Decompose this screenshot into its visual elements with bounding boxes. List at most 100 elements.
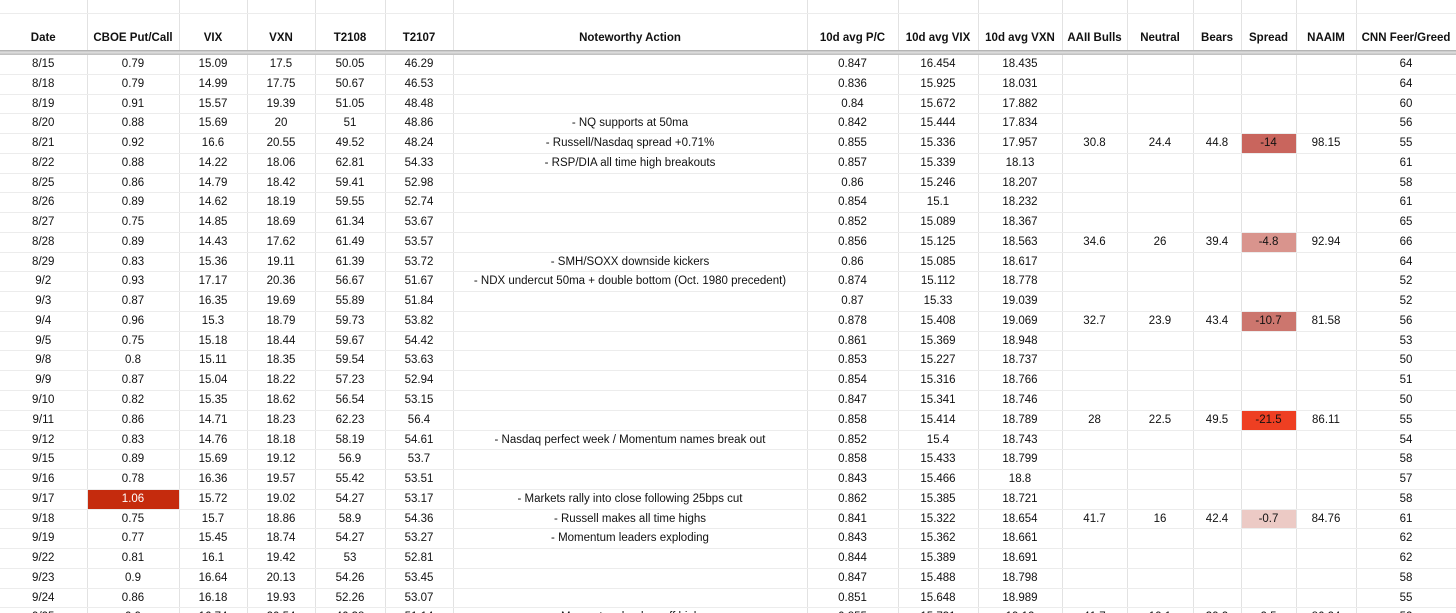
cell-avg_vix[interactable]: 15.444 [898, 113, 979, 135]
cell-avg_vix[interactable]: 15.085 [898, 252, 979, 273]
cell-cnn[interactable]: 52 [1356, 271, 1456, 293]
cell-naaim[interactable]: 92.94 [1296, 232, 1357, 253]
cell-date[interactable]: 8/22 [0, 153, 88, 174]
cell-spread[interactable] [1241, 192, 1297, 214]
cell-t2108[interactable]: 54.27 [315, 489, 386, 510]
cell-action[interactable]: - Momentum leaders exploding [453, 528, 808, 550]
cell-put_call[interactable]: 0.86 [87, 588, 180, 609]
cell-naaim[interactable] [1296, 113, 1357, 135]
cell-date[interactable]: 9/19 [0, 528, 88, 550]
cell-spread[interactable] [1241, 331, 1297, 352]
cell-aaii_bulls[interactable] [1062, 153, 1128, 174]
cell-vix[interactable]: 15.57 [179, 94, 248, 115]
cell-neutral[interactable]: 16 [1127, 509, 1194, 530]
cell-neutral[interactable] [1127, 449, 1194, 471]
cell-cnn[interactable]: 54 [1356, 430, 1456, 451]
cell-t2108[interactable]: 62.23 [315, 410, 386, 431]
cell-vxn[interactable]: 18.79 [247, 311, 316, 332]
cell-vix[interactable]: 16.1 [179, 548, 248, 569]
cell-cnn[interactable]: 55 [1356, 588, 1456, 609]
cell-neutral[interactable] [1127, 489, 1194, 510]
cell-vxn[interactable]: 20.13 [247, 568, 316, 589]
cell-t2107[interactable]: 51.84 [385, 291, 454, 312]
cell-vxn[interactable]: 18.44 [247, 331, 316, 352]
cell-t2107[interactable]: 52.98 [385, 173, 454, 194]
cell-cnn[interactable]: 64 [1356, 55, 1456, 75]
cell-avg_pc[interactable]: 0.856 [807, 232, 899, 253]
cell-aaii_bulls[interactable] [1062, 390, 1128, 411]
cell-vxn[interactable]: 18.69 [247, 212, 316, 233]
empty-cell-action[interactable] [453, 0, 808, 14]
empty-cell-avg_vxn[interactable] [978, 0, 1063, 14]
cell-naaim[interactable] [1296, 271, 1357, 293]
cell-avg_vix[interactable]: 15.227 [898, 350, 979, 372]
column-header-t2108[interactable]: T2108 [315, 13, 386, 50]
cell-vxn[interactable]: 20.54 [247, 607, 316, 613]
cell-vix[interactable]: 14.71 [179, 410, 248, 431]
cell-t2107[interactable]: 46.53 [385, 74, 454, 95]
cell-naaim[interactable] [1296, 469, 1357, 490]
cell-action[interactable] [453, 548, 808, 569]
cell-cnn[interactable]: 58 [1356, 489, 1456, 510]
column-header-put-call[interactable]: CBOE Put/Call [87, 13, 180, 50]
cell-t2107[interactable]: 52.94 [385, 370, 454, 392]
cell-vxn[interactable]: 19.12 [247, 449, 316, 471]
cell-avg_vix[interactable]: 15.648 [898, 588, 979, 609]
cell-neutral[interactable]: 24.4 [1127, 133, 1194, 154]
cell-t2108[interactable]: 54.27 [315, 528, 386, 550]
cell-date[interactable]: 9/5 [0, 331, 88, 352]
cell-cnn[interactable]: 55 [1356, 410, 1456, 431]
cell-t2107[interactable]: 53.63 [385, 350, 454, 372]
cell-cnn[interactable]: 64 [1356, 252, 1456, 273]
cell-t2107[interactable]: 53.72 [385, 252, 454, 273]
cell-naaim[interactable] [1296, 192, 1357, 214]
cell-vix[interactable]: 15.7 [179, 509, 248, 530]
cell-avg_vix[interactable]: 15.488 [898, 568, 979, 589]
cell-action[interactable] [453, 390, 808, 411]
cell-naaim[interactable] [1296, 212, 1357, 233]
cell-action[interactable] [453, 94, 808, 115]
cell-avg_vxn[interactable]: 18.766 [978, 370, 1063, 392]
cell-vix[interactable]: 14.79 [179, 173, 248, 194]
cell-t2108[interactable]: 59.73 [315, 311, 386, 332]
cell-neutral[interactable]: 26 [1127, 232, 1194, 253]
cell-t2108[interactable]: 57.23 [315, 370, 386, 392]
column-header-vix[interactable]: VIX [179, 13, 248, 50]
cell-neutral[interactable] [1127, 588, 1194, 609]
cell-vxn[interactable]: 18.23 [247, 410, 316, 431]
cell-avg_vix[interactable]: 15.33 [898, 291, 979, 312]
cell-action[interactable]: - Russell/Nasdaq spread +0.71% [453, 133, 808, 154]
cell-action[interactable] [453, 568, 808, 589]
cell-t2108[interactable]: 58.9 [315, 509, 386, 530]
cell-avg_vxn[interactable]: 18.737 [978, 350, 1063, 372]
cell-aaii_bulls[interactable] [1062, 548, 1128, 569]
cell-date[interactable]: 9/18 [0, 509, 88, 530]
cell-put_call[interactable]: 0.86 [87, 410, 180, 431]
cell-put_call[interactable]: 0.9 [87, 607, 180, 613]
empty-cell-t2108[interactable] [315, 0, 386, 14]
empty-cell-vxn[interactable] [247, 0, 316, 14]
cell-vix[interactable]: 16.64 [179, 568, 248, 589]
cell-vxn[interactable]: 18.35 [247, 350, 316, 372]
cell-t2108[interactable]: 46.38 [315, 607, 386, 613]
cell-t2108[interactable]: 51 [315, 113, 386, 135]
cell-avg_pc[interactable]: 0.855 [807, 133, 899, 154]
cell-put_call[interactable]: 0.87 [87, 370, 180, 392]
cell-action[interactable]: - Markets rally into close following 25b… [453, 489, 808, 510]
cell-spread[interactable] [1241, 291, 1297, 312]
cell-spread[interactable] [1241, 568, 1297, 589]
cell-bears[interactable] [1193, 370, 1242, 392]
cell-action[interactable] [453, 55, 808, 75]
cell-put_call[interactable]: 0.93 [87, 271, 180, 293]
cell-aaii_bulls[interactable] [1062, 55, 1128, 75]
cell-vix[interactable]: 15.69 [179, 449, 248, 471]
cell-avg_vix[interactable]: 15.925 [898, 74, 979, 95]
cell-spread[interactable] [1241, 74, 1297, 95]
cell-t2107[interactable]: 51.14 [385, 607, 454, 613]
empty-cell-vix[interactable] [179, 0, 248, 14]
cell-aaii_bulls[interactable] [1062, 370, 1128, 392]
cell-avg_vix[interactable]: 15.316 [898, 370, 979, 392]
cell-neutral[interactable] [1127, 331, 1194, 352]
cell-vxn[interactable]: 20 [247, 113, 316, 135]
cell-t2107[interactable]: 56.4 [385, 410, 454, 431]
